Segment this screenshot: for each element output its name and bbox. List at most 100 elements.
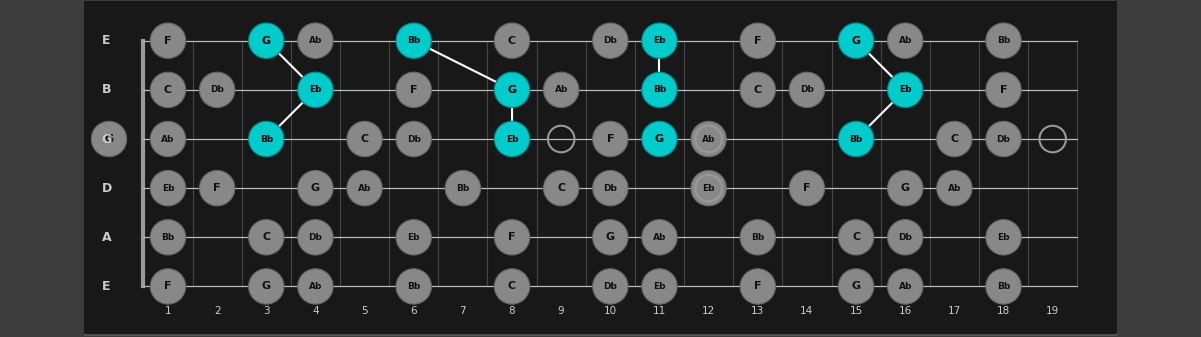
Text: C: C	[163, 85, 172, 95]
Circle shape	[495, 72, 530, 108]
Circle shape	[641, 23, 677, 58]
Circle shape	[150, 171, 186, 206]
Text: Eb: Eb	[162, 184, 174, 193]
Circle shape	[838, 269, 874, 304]
Text: Db: Db	[603, 36, 617, 45]
Circle shape	[740, 220, 776, 255]
Text: Bb: Bb	[849, 134, 862, 144]
Text: Eb: Eb	[653, 282, 665, 291]
Text: Bb: Bb	[161, 233, 174, 242]
Text: Bb: Bb	[407, 282, 420, 291]
Text: Eb: Eb	[653, 36, 665, 45]
Text: Db: Db	[309, 233, 322, 242]
Text: F: F	[165, 281, 172, 292]
Text: F: F	[803, 183, 811, 193]
Circle shape	[789, 171, 825, 206]
Circle shape	[446, 171, 480, 206]
Circle shape	[150, 23, 186, 58]
Text: E: E	[102, 280, 110, 293]
Circle shape	[396, 121, 431, 157]
Text: Ab: Ab	[701, 134, 716, 144]
Text: F: F	[999, 85, 1008, 95]
Circle shape	[740, 269, 776, 304]
Text: C: C	[852, 232, 860, 242]
Circle shape	[495, 220, 530, 255]
Text: Ab: Ab	[898, 36, 912, 45]
Text: 12: 12	[703, 306, 716, 316]
Text: 1: 1	[165, 306, 172, 316]
Circle shape	[592, 171, 628, 206]
Text: C: C	[262, 232, 270, 242]
Circle shape	[396, 72, 431, 108]
Text: Bb: Bb	[456, 184, 470, 193]
Text: C: C	[557, 183, 566, 193]
Text: Ab: Ab	[948, 184, 961, 193]
FancyBboxPatch shape	[74, 0, 1127, 336]
Circle shape	[592, 121, 628, 157]
Circle shape	[641, 72, 677, 108]
Text: E: E	[102, 34, 110, 47]
Text: G: G	[262, 36, 271, 46]
Circle shape	[150, 72, 186, 108]
Text: B: B	[102, 83, 112, 96]
Circle shape	[888, 171, 922, 206]
Circle shape	[888, 23, 922, 58]
Circle shape	[199, 72, 235, 108]
Circle shape	[592, 269, 628, 304]
Text: G: G	[311, 183, 319, 193]
Circle shape	[691, 121, 727, 157]
Text: Db: Db	[210, 85, 225, 94]
Text: 13: 13	[751, 306, 764, 316]
Circle shape	[937, 171, 972, 206]
Text: G: G	[655, 134, 664, 144]
Text: G: G	[508, 85, 516, 95]
Text: 7: 7	[460, 306, 466, 316]
Text: G: G	[901, 183, 910, 193]
Text: Ab: Ab	[898, 282, 912, 291]
Circle shape	[641, 220, 677, 255]
Circle shape	[298, 171, 333, 206]
Circle shape	[495, 269, 530, 304]
Text: 5: 5	[362, 306, 368, 316]
Circle shape	[986, 220, 1021, 255]
Circle shape	[838, 121, 874, 157]
Text: Bb: Bb	[751, 233, 764, 242]
Circle shape	[838, 220, 874, 255]
Text: 19: 19	[1046, 306, 1059, 316]
Circle shape	[396, 23, 431, 58]
Circle shape	[888, 72, 922, 108]
Circle shape	[937, 121, 972, 157]
Circle shape	[592, 23, 628, 58]
Text: Ab: Ab	[309, 282, 322, 291]
Text: G: G	[852, 36, 861, 46]
Circle shape	[249, 220, 283, 255]
Circle shape	[396, 220, 431, 255]
Text: Eb: Eb	[506, 134, 519, 144]
Circle shape	[544, 72, 579, 108]
Circle shape	[249, 269, 283, 304]
Text: Eb: Eb	[997, 233, 1010, 242]
Text: F: F	[508, 232, 515, 242]
Text: Db: Db	[603, 184, 617, 193]
Text: Db: Db	[407, 134, 420, 144]
Text: C: C	[754, 85, 761, 95]
Circle shape	[641, 121, 677, 157]
Text: G: G	[852, 281, 861, 292]
Text: Db: Db	[898, 233, 913, 242]
Text: Bb: Bb	[997, 282, 1010, 291]
Text: 4: 4	[312, 306, 318, 316]
Text: Db: Db	[800, 85, 814, 94]
Text: Eb: Eb	[900, 85, 912, 94]
Text: Eb: Eb	[407, 233, 420, 242]
Circle shape	[347, 121, 382, 157]
Text: Ab: Ab	[358, 184, 371, 193]
Text: F: F	[410, 85, 418, 95]
Circle shape	[298, 269, 333, 304]
Circle shape	[298, 72, 333, 108]
Text: Db: Db	[603, 282, 617, 291]
Circle shape	[91, 121, 126, 157]
Circle shape	[641, 269, 677, 304]
Circle shape	[986, 72, 1021, 108]
Circle shape	[888, 220, 922, 255]
Circle shape	[347, 171, 382, 206]
